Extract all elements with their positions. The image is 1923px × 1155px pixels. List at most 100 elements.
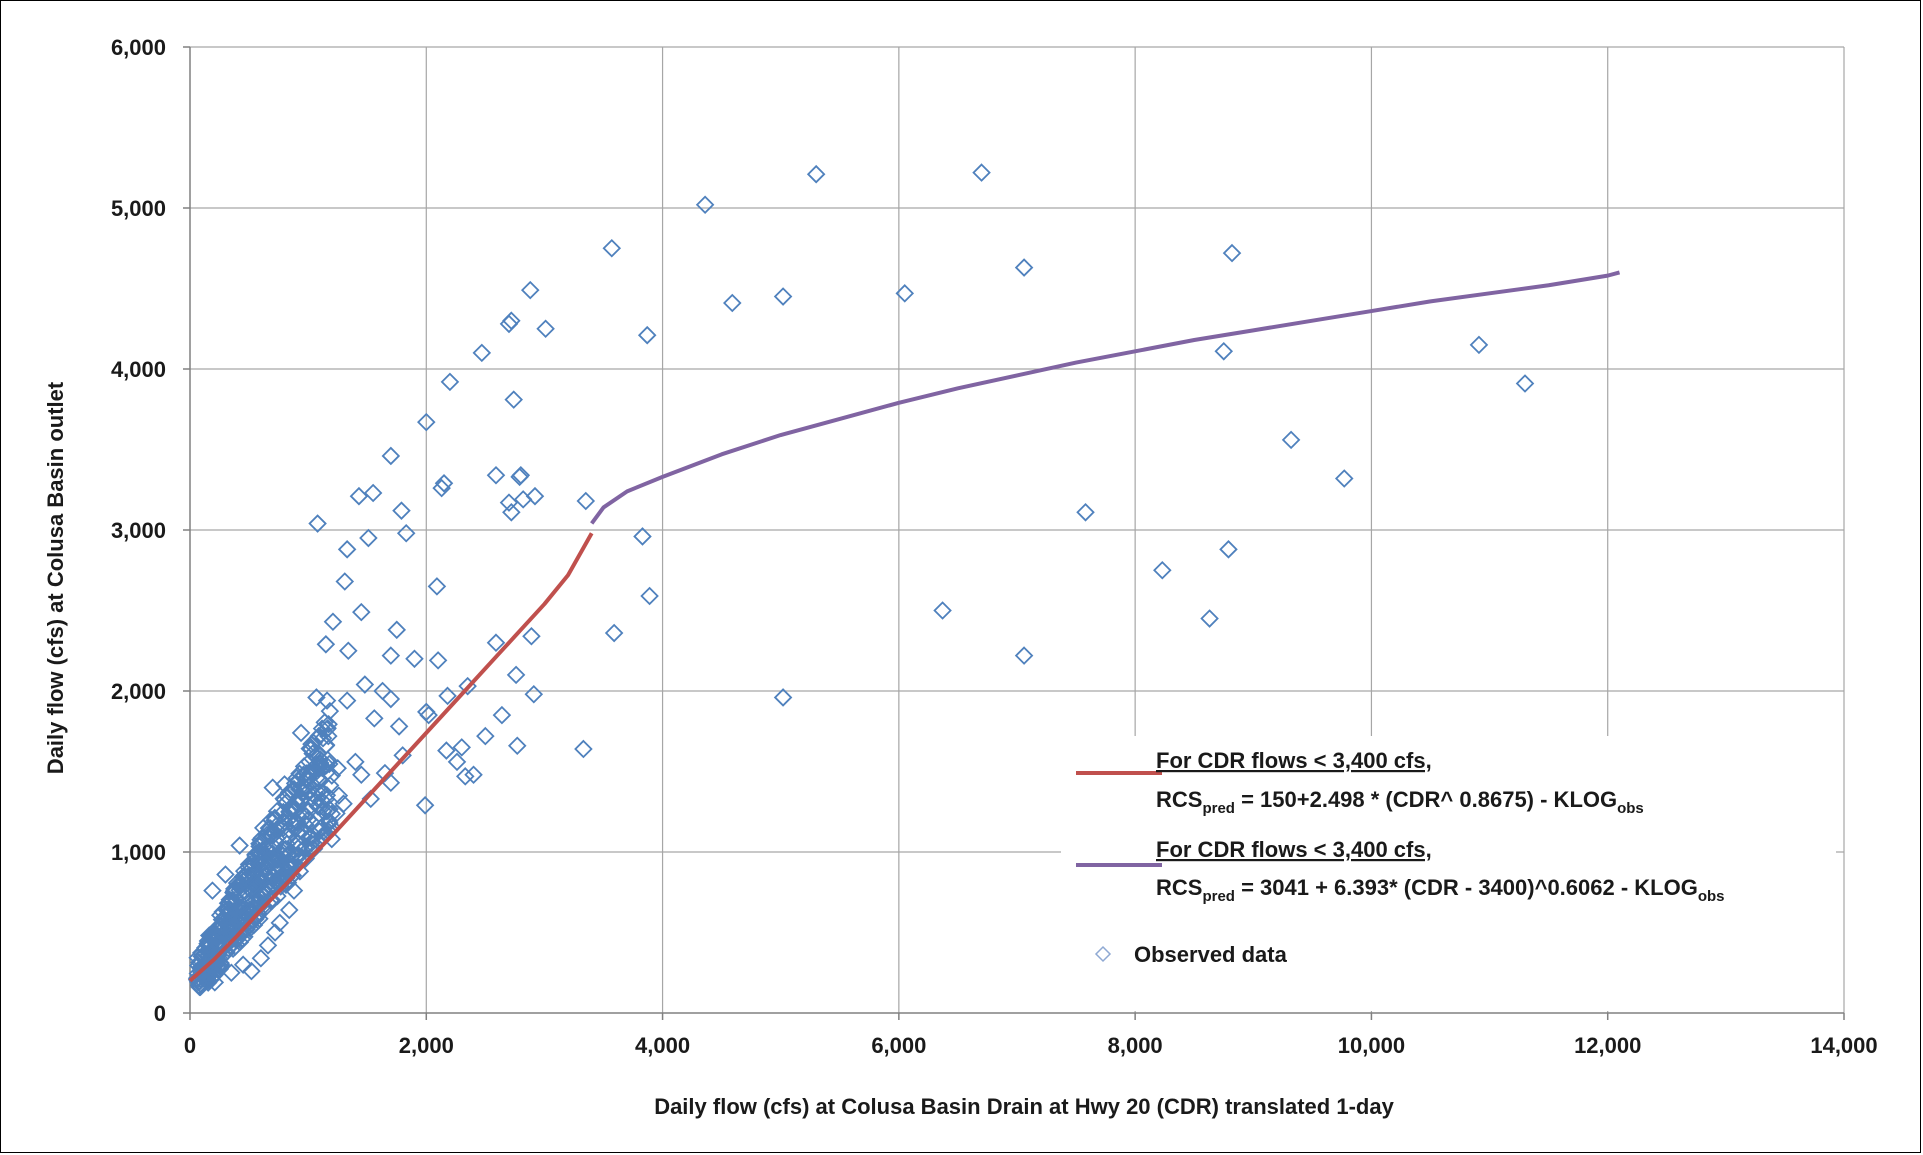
observed-point: [260, 849, 280, 869]
observed-point: [359, 528, 378, 548]
legend-background: [1061, 736, 1836, 1011]
observed-point: [417, 702, 436, 722]
observed-point: [317, 691, 337, 710]
observed-point: [602, 238, 622, 258]
observed-point: [389, 717, 409, 736]
observed-point: [320, 776, 340, 795]
observed-point: [303, 744, 322, 763]
legend: For CDR flows < 3,400 cfs, RCSpred = 150…: [1061, 736, 1836, 1011]
observed-point: [337, 540, 357, 559]
gridlines: [190, 46, 1845, 1013]
observed-point: [438, 686, 457, 706]
legend-high-flow-title: For CDR flows < 3,400 cfs,: [1156, 837, 1432, 862]
observed-point: [432, 478, 451, 498]
observed-point: [308, 514, 327, 533]
observed-point: [427, 577, 447, 596]
observed-point: [308, 783, 328, 802]
observed-point: [219, 918, 238, 938]
observed-point: [246, 909, 265, 929]
observed-point: [206, 951, 226, 971]
observed-point: [252, 849, 271, 868]
observed-point: [200, 937, 219, 957]
observed-point: [1281, 430, 1301, 450]
y-tick-label: 6,000: [111, 35, 166, 60]
legend-observed-label: Observed data: [1134, 942, 1288, 967]
observed-point: [221, 936, 241, 956]
observed-point: [486, 465, 506, 485]
observed-point: [252, 828, 272, 848]
observed-point: [233, 955, 253, 974]
high-flow-fit-line: [590, 270, 1621, 525]
observed-point: [1214, 342, 1234, 361]
observed-point: [334, 794, 353, 813]
y-axis-title: Daily flow (cfs) at Colusa Basin outlet: [43, 381, 68, 774]
observed-point: [1076, 503, 1095, 522]
observed-point: [280, 802, 299, 821]
observed-point: [239, 866, 259, 886]
observed-point: [447, 752, 467, 772]
observed-point: [206, 925, 226, 945]
observed-point: [339, 641, 358, 661]
observed-point: [1219, 540, 1238, 559]
observed-point: [640, 586, 659, 606]
observed-point: [633, 527, 652, 546]
observed-point: [513, 490, 533, 509]
observed-point: [637, 325, 657, 345]
observed-point: [235, 867, 254, 887]
observed-point: [346, 752, 365, 772]
observed-point: [355, 675, 375, 694]
observed-point: [415, 796, 435, 815]
observed-point: [267, 829, 287, 848]
observed-point: [396, 523, 416, 543]
observed-point: [252, 854, 272, 874]
observed-point: [258, 880, 278, 899]
y-tick-label: 5,000: [111, 196, 166, 221]
x-tick-label: 6,000: [871, 1033, 926, 1058]
observed-point: [237, 920, 256, 939]
observed-point: [525, 486, 545, 506]
observed-point: [417, 412, 436, 432]
observed-point: [207, 933, 227, 952]
observed-point: [492, 705, 512, 725]
observed-point: [191, 943, 211, 963]
y-tick-label: 4,000: [111, 357, 166, 382]
observed-point: [452, 738, 472, 757]
observed-point: [202, 969, 221, 989]
observed-point: [317, 720, 336, 739]
observed-point: [472, 343, 492, 363]
observed-point: [320, 701, 340, 721]
observed-point: [317, 756, 336, 775]
observed-point: [520, 280, 540, 300]
observed-point: [288, 838, 308, 858]
observed-point: [299, 801, 319, 821]
observed-point: [464, 765, 483, 784]
observed-point: [220, 914, 240, 934]
x-tick-label: 2,000: [399, 1033, 454, 1058]
observed-point: [1200, 609, 1219, 628]
observed-point: [522, 626, 541, 646]
observed-point: [349, 486, 369, 506]
x-tick-label: 4,000: [635, 1033, 690, 1058]
observed-point: [251, 948, 271, 968]
observed-point: [352, 765, 371, 784]
observed-point: [895, 284, 915, 303]
observed-point: [419, 705, 438, 725]
observed-point: [476, 726, 495, 746]
observed-point: [265, 808, 285, 828]
observed-point: [221, 900, 240, 920]
observed-point: [1153, 560, 1172, 580]
observed-point: [297, 768, 316, 787]
observed-point: [352, 602, 371, 622]
observed-point: [1014, 646, 1034, 665]
observed-point: [365, 709, 384, 728]
observed-point: [337, 691, 357, 710]
observed-point: [434, 474, 454, 493]
observed-point: [316, 635, 336, 654]
observed-point: [283, 814, 303, 834]
x-tick-label: 14,000: [1810, 1033, 1877, 1058]
observed-point: [1515, 374, 1535, 393]
observed-point: [361, 789, 381, 809]
y-tick-label: 2,000: [111, 679, 166, 704]
observed-point: [258, 936, 278, 955]
